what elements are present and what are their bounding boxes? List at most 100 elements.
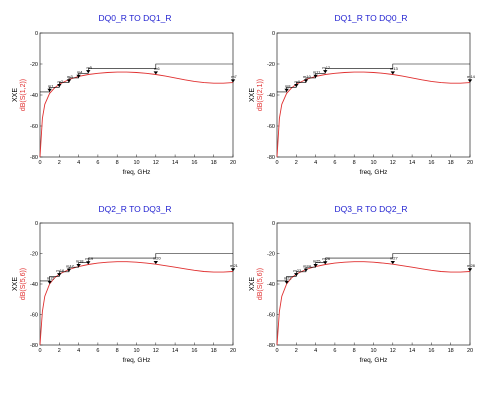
marker-triangle [284, 280, 289, 284]
plot-frame [276, 32, 471, 158]
x-tick-label: 2 [295, 348, 298, 354]
x-tick-label: 16 [428, 160, 434, 166]
y-axis-label-secondary: dB(S(5,6)) [257, 268, 264, 300]
marker-triangle [47, 88, 52, 92]
marker-triangle [230, 268, 236, 272]
x-tick-label: 2 [58, 160, 61, 166]
x-axis-label: freq, GHz [123, 357, 151, 364]
x-tick-label: 20 [467, 160, 473, 166]
marker-label: m16 [56, 268, 65, 273]
marker-triangle [230, 79, 236, 83]
x-tick-label: 4 [77, 348, 80, 354]
x-tick-label: 18 [448, 348, 454, 354]
y-axis-label-secondary: dB(S(1,2)) [20, 79, 27, 111]
marker-label: m11 [313, 69, 321, 74]
chart-title: DQ3_R TO DQ2_R [335, 204, 408, 214]
marker-label: m21 [230, 263, 239, 268]
marker-label: m22 [284, 276, 293, 281]
x-tick-label: 0 [38, 160, 41, 166]
x-tick-label: 10 [370, 160, 376, 166]
series-line-limit-mask [40, 63, 233, 93]
x-tick-label: 12 [153, 348, 159, 354]
x-tick-label: 6 [96, 348, 99, 354]
x-tick-label: 6 [96, 160, 99, 166]
marker-triangle [284, 88, 289, 92]
chart-panel-1: DQ0_R TO DQ1_R 0 2 4 6 8 10 12 14 16 18 20 0 -20 -40 -6… [12, 13, 238, 176]
marker-label: m14 [467, 74, 476, 79]
marker-label: m7 [231, 74, 237, 79]
marker-triangle [47, 280, 52, 284]
series-line-limit-mask [40, 253, 233, 282]
y-tick-label: 0 [272, 31, 275, 37]
chart-title: DQ0_R TO DQ1_R [99, 13, 172, 23]
x-tick-label: 12 [390, 348, 396, 354]
marker-label: m1 [48, 83, 54, 88]
y-tick-label: -80 [267, 155, 275, 161]
x-tick-label: 10 [133, 348, 139, 354]
x-tick-label: 4 [314, 348, 317, 354]
x-tick-label: 6 [333, 160, 336, 166]
plot-frame [39, 32, 234, 158]
marker-triangle [390, 260, 395, 265]
series-line-s-parameter [276, 261, 471, 346]
x-tick-label: 12 [153, 160, 159, 166]
marker-triangle [57, 84, 62, 88]
marker-triangle [294, 273, 299, 277]
marker-triangle [86, 261, 91, 265]
x-tick-label: 18 [211, 160, 217, 166]
marker-triangle [86, 70, 91, 74]
x-tick-label: 0 [275, 348, 278, 354]
y-tick-label: -20 [30, 62, 38, 68]
marker-label: m3 [67, 74, 73, 79]
marker-triangle [313, 74, 318, 78]
x-tick-label: 2 [58, 348, 61, 354]
marker-label: m8 [285, 83, 291, 88]
y-tick-label: 0 [272, 221, 275, 227]
y-tick-label: -80 [30, 343, 38, 349]
plot-frame [39, 222, 234, 346]
marker-triangle [323, 261, 328, 265]
marker-label: m26 [322, 256, 331, 261]
x-axis-label: freq, GHz [123, 169, 151, 176]
marker-label: m12 [322, 65, 331, 70]
series-line-s-parameter [276, 71, 471, 158]
marker-label: m5 [86, 65, 92, 70]
marker-triangle [303, 79, 309, 83]
marker-triangle [390, 71, 395, 75]
marker-label: m20 [153, 256, 162, 261]
chart-panel-2: DQ1_R TO DQ0_R 0 2 4 6 8 10 12 14 16 18 20 0 -20 -40 -6… [249, 13, 476, 176]
series-line-s-parameter [39, 71, 234, 158]
marker-label: m18 [76, 259, 85, 264]
y-tick-label: -80 [267, 343, 275, 349]
series-line-limit-mask [277, 63, 470, 93]
y-tick-label: -40 [267, 93, 275, 99]
x-axis-label: freq, GHz [360, 357, 388, 364]
x-tick-label: 4 [314, 160, 317, 166]
x-axis-label: freq, GHz [360, 169, 388, 176]
x-tick-label: 18 [211, 348, 217, 354]
x-tick-label: 16 [191, 160, 197, 166]
y-tick-label: 0 [35, 221, 38, 227]
marker-triangle [66, 79, 72, 83]
y-axis-label-primary: XXE [249, 88, 256, 102]
chart-panel-4: DQ3_R TO DQ2_R 0 2 4 6 8 10 12 14 16 18 20 0 -20 -40 -6… [249, 204, 476, 364]
x-tick-label: 12 [390, 160, 396, 166]
marker-label: m9 [295, 79, 301, 84]
x-tick-label: 20 [230, 160, 236, 166]
y-tick-label: -40 [30, 93, 38, 99]
marker-label: m27 [390, 256, 399, 261]
y-tick-label: -60 [267, 313, 275, 319]
marker-label: m28 [467, 263, 476, 268]
marker-triangle [76, 264, 81, 268]
x-tick-label: 16 [428, 348, 434, 354]
marker-triangle [153, 71, 158, 75]
y-axis-label-primary: XXE [12, 88, 19, 102]
marker-label: m15 [47, 276, 56, 281]
y-tick-label: -60 [267, 124, 275, 130]
marker-triangle [313, 264, 318, 268]
x-tick-label: 4 [77, 160, 80, 166]
marker-label: m6 [154, 66, 160, 71]
x-tick-label: 8 [353, 160, 356, 166]
y-axis-label-secondary: dB(S(2,1)) [257, 79, 264, 111]
